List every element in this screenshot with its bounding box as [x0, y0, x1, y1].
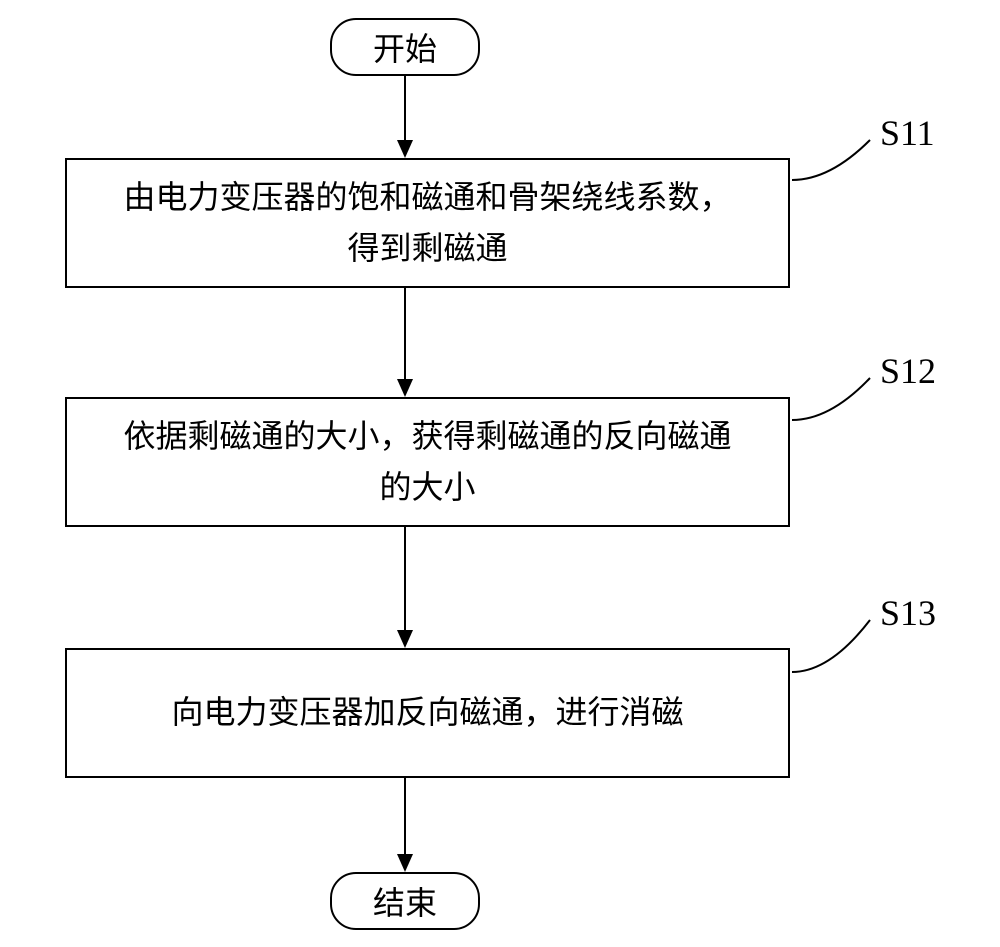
end-label: 结束: [373, 878, 437, 924]
end-node: 结束: [330, 872, 480, 930]
arrow-4: [0, 0, 1000, 947]
flowchart-container: 开始 由电力变压器的饱和磁通和骨架绕线系数， 得到剩磁通 S11 依据剩磁通的大…: [0, 0, 1000, 947]
